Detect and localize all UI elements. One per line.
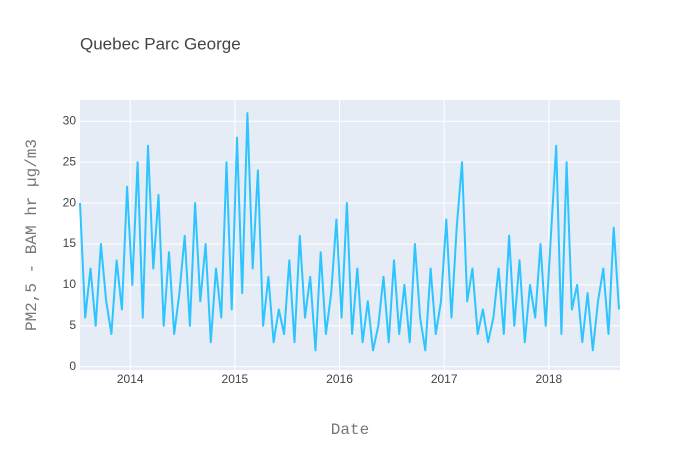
y-tick-label: 5 — [69, 318, 76, 332]
y-tick-label: 25 — [63, 154, 77, 168]
y-tick-label: 30 — [63, 113, 77, 127]
y-tick-label: 20 — [63, 195, 77, 209]
chart-title: Quebec Parc George — [80, 34, 241, 53]
x-tick-label: 2015 — [222, 372, 249, 386]
x-axis-title: Date — [331, 421, 369, 439]
y-tick-label: 10 — [63, 277, 77, 291]
y-tick-label: 0 — [69, 359, 76, 373]
x-tick-label: 2018 — [535, 372, 562, 386]
y-axis-title: PM2,5 - BAM hr µg/m3 — [23, 139, 41, 331]
x-tick-label: 2016 — [326, 372, 353, 386]
data-line — [79, 112, 620, 352]
plot-area — [80, 100, 620, 370]
x-tick-label: 2017 — [431, 372, 458, 386]
x-tick-label: 2014 — [117, 372, 144, 386]
y-tick-label: 15 — [63, 236, 77, 250]
